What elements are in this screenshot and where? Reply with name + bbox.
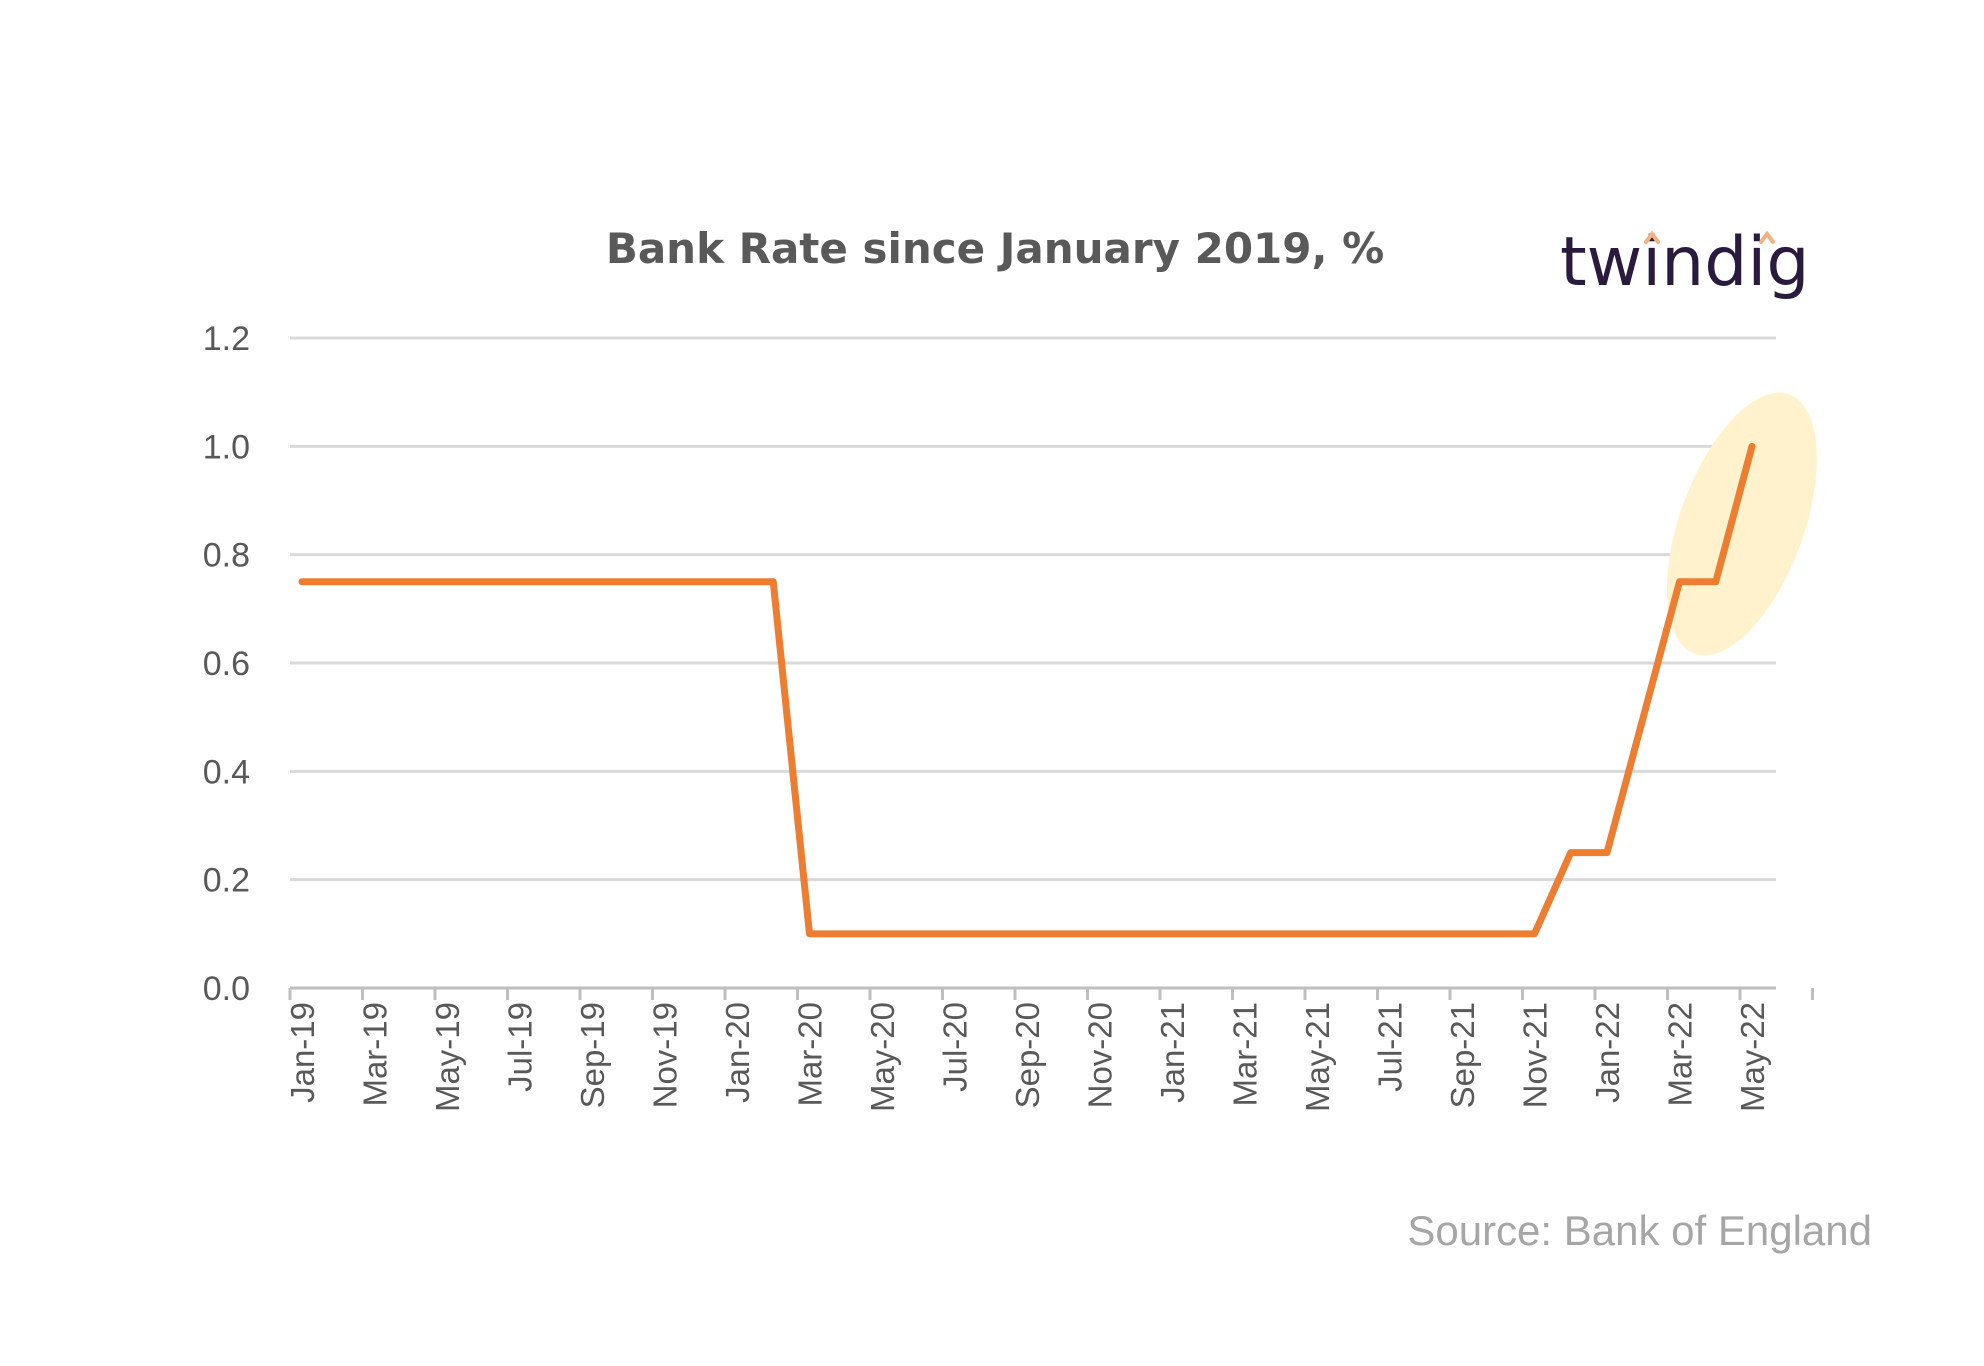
x-tick-label: Mar-22: [1662, 1002, 1699, 1107]
x-tick-label: Jan-22: [1589, 1002, 1626, 1103]
x-tick-label: May-20: [864, 1002, 901, 1112]
series-layer: [298, 442, 1756, 938]
y-tick-label: 0.2: [203, 862, 250, 900]
x-tick-label: Jan-21: [1154, 1002, 1191, 1103]
twindig-logo: twindig: [1560, 223, 1810, 302]
bank-rate-line: [298, 442, 1756, 938]
highlight-layer: [1666, 392, 1817, 656]
x-tick-label: Nov-20: [1082, 1002, 1119, 1108]
x-tick-label: Jan-20: [719, 1002, 756, 1103]
chart-title: Bank Rate since January 2019, %: [606, 224, 1384, 273]
x-tick-label: Mar-21: [1227, 1002, 1264, 1107]
highlight-ellipse: [1666, 392, 1817, 656]
x-tick-label: Nov-19: [647, 1002, 684, 1108]
gridlines: [290, 336, 1776, 882]
x-tick-label: May-21: [1299, 1002, 1336, 1112]
x-axis: [288, 986, 1814, 1000]
y-tick-label: 0.4: [203, 753, 250, 791]
x-tick-label: Sep-20: [1009, 1002, 1046, 1108]
x-tick-label: Mar-20: [792, 1002, 829, 1107]
x-axis-ticks: Jan-19 Mar-19 May-19 Jul-19 Sep-19 Nov-19 Jan-…: [284, 1002, 1771, 1112]
logo-text: twindig: [1560, 223, 1810, 302]
y-axis-ticks: 0.0 0.2 0.4 0.6 0.8 1.0 1.2: [203, 320, 250, 1008]
x-tick-label: Sep-21: [1444, 1002, 1481, 1108]
y-tick-label: 1.2: [203, 320, 250, 358]
x-tick-label: Mar-19: [357, 1002, 394, 1107]
y-tick-label: 0.8: [203, 537, 250, 575]
x-tick-label: Sep-19: [574, 1002, 611, 1108]
x-tick-label: Jan-19: [284, 1002, 321, 1103]
y-tick-label: 1.0: [203, 428, 250, 466]
x-tick-label: Jul-21: [1372, 1002, 1409, 1092]
x-tick-label: Nov-21: [1517, 1002, 1554, 1108]
y-tick-label: 0.6: [203, 645, 250, 683]
source-note: Source: Bank of England: [1407, 1207, 1872, 1254]
x-tick-label: Jul-19: [502, 1002, 539, 1092]
x-tick-label: May-22: [1734, 1002, 1771, 1112]
logo-accent-mark: [1644, 230, 1660, 244]
logo-accent-mark: [1759, 230, 1775, 244]
x-tick-label: May-19: [429, 1002, 466, 1112]
x-tick-label: Jul-20: [937, 1002, 974, 1092]
y-tick-label: 0.0: [203, 970, 250, 1008]
